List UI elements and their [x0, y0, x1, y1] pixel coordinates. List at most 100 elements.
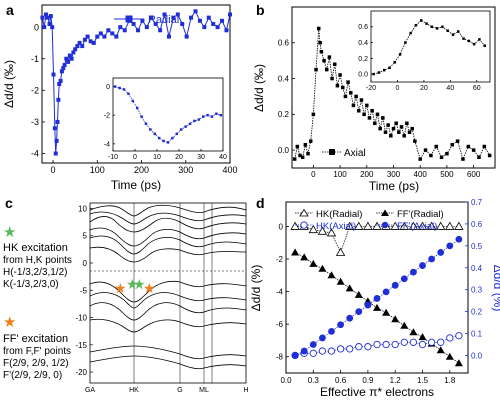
data-point: [48, 14, 53, 19]
data-point: [316, 26, 321, 31]
x-tick-label: 40: [219, 154, 227, 161]
band-curve: [89, 235, 247, 255]
data-point: [355, 343, 363, 351]
data-point: [317, 226, 328, 235]
data-point: [171, 15, 176, 20]
data-point: [71, 50, 76, 55]
data-point: [394, 121, 398, 126]
data-point: [300, 347, 308, 355]
y-tick-label: 0.2: [358, 56, 368, 63]
x-tick-label: 0.3: [308, 376, 320, 385]
data-point: [54, 138, 59, 143]
y-tick-label: 0.0: [278, 146, 290, 155]
data-point: [162, 12, 167, 17]
y-tick-label: -4: [104, 141, 110, 148]
data-point: [59, 69, 64, 74]
data-point: [434, 144, 438, 149]
legend-hk-radial: HK(Radial): [316, 209, 362, 220]
data-point: [404, 41, 407, 44]
y-tick-label: 0.4: [358, 40, 368, 47]
data-point: [309, 341, 317, 348]
y-right-tick-label: 0.1: [471, 330, 483, 339]
k-point-label: HK: [129, 387, 139, 394]
data-point: [341, 85, 345, 90]
panel-a-inset-frame: [112, 77, 224, 152]
data-point: [211, 21, 216, 26]
data-point: [308, 139, 313, 143]
ff-star-marker-left: ★: [114, 280, 127, 296]
data-point: [375, 112, 380, 117]
data-point: [215, 112, 218, 116]
data-point: [390, 221, 400, 230]
data-point: [309, 349, 317, 357]
data-point: [373, 295, 381, 302]
data-point: [42, 25, 47, 30]
data-point: [290, 221, 300, 230]
data-point: [457, 30, 460, 33]
data-point: [144, 25, 149, 30]
data-point: [386, 123, 390, 127]
data-point: [166, 141, 170, 144]
panel-c-bands: [89, 204, 247, 370]
data-point: [399, 221, 409, 230]
band-curve: [89, 227, 247, 247]
band-curve: [89, 345, 247, 360]
data-point: [303, 142, 308, 147]
data-point: [69, 56, 74, 61]
data-point: [330, 76, 334, 81]
data-point: [335, 247, 346, 256]
x-tick-label: 200: [134, 165, 149, 175]
data-point: [382, 288, 390, 296]
y-right-tick-label: 0.6: [471, 220, 483, 229]
data-point: [354, 221, 364, 230]
ff-line3: F'(2/9, 2/9, 0): [3, 370, 62, 381]
data-point: [336, 345, 345, 353]
data-point: [427, 338, 436, 346]
data-point: [43, 12, 48, 17]
panel-b-inset-points: [372, 19, 486, 76]
data-point: [418, 157, 422, 161]
data-point: [402, 134, 406, 138]
data-point: [467, 39, 471, 43]
data-point: [405, 121, 409, 126]
k-point-label: H: [243, 387, 248, 394]
band-curve: [89, 318, 247, 333]
data-point: [382, 340, 390, 349]
x-tick-label: 0: [311, 170, 316, 179]
panel-a-letter: a: [6, 2, 14, 18]
data-point: [322, 58, 326, 63]
data-point: [327, 55, 332, 59]
data-point: [58, 78, 63, 83]
data-point: [197, 18, 202, 23]
data-point: [52, 126, 57, 131]
data-point: [309, 259, 318, 267]
data-point: [378, 126, 382, 131]
ff-annotation: ★ FF' excitation from F,F' points F(2/9,…: [3, 314, 71, 381]
x-tick-label: 40: [446, 85, 454, 92]
y-tick-label: 0.4: [278, 74, 290, 83]
data-point: [461, 157, 465, 161]
x-tick-label: 1.8: [444, 376, 456, 385]
y-right-tick-label: 0.5: [471, 242, 483, 251]
data-point: [454, 221, 464, 230]
data-point: [332, 62, 337, 66]
data-point: [318, 347, 327, 355]
panel-c-letter: c: [5, 195, 13, 211]
data-point: [454, 359, 463, 367]
data-point: [295, 144, 300, 149]
energy-tick-label: 5: [83, 232, 88, 241]
panel-b-legend: Axial: [322, 148, 366, 159]
data-point: [487, 153, 492, 158]
x-tick-label: 20: [420, 85, 428, 92]
data-point: [300, 253, 309, 261]
data-point: [114, 34, 119, 39]
data-point: [425, 22, 428, 25]
x-tick-label: 200: [360, 170, 374, 179]
hk-line3: K(-1/3,2/3,0): [3, 279, 59, 290]
data-point: [201, 115, 205, 118]
data-point: [391, 281, 399, 289]
legend-ff-axial: FF'(Axial): [397, 221, 437, 232]
ff-star-marker-right: ★: [143, 280, 156, 296]
data-point: [455, 332, 463, 340]
